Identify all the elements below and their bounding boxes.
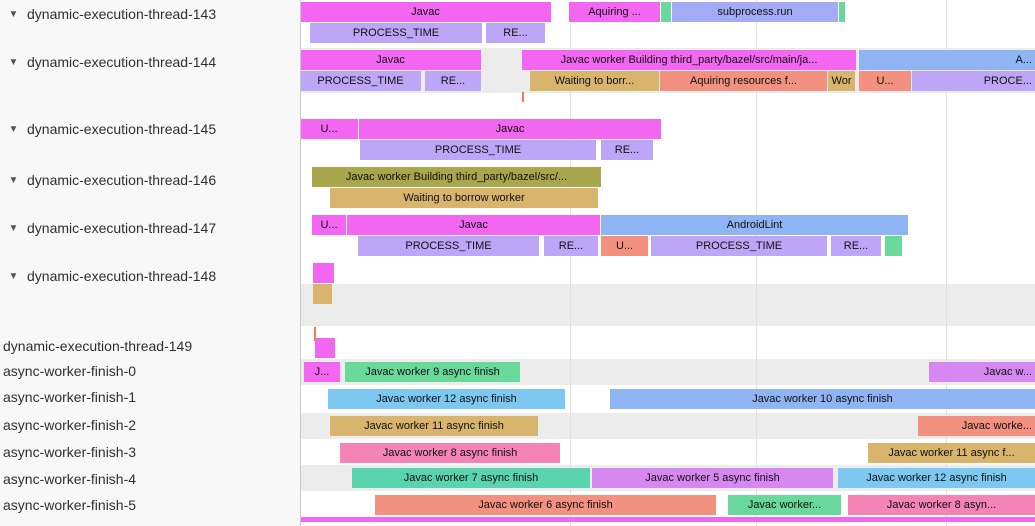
trace-slice[interactable]: Javac [300, 2, 551, 22]
trace-slice[interactable]: Javac worker 9 async finish [345, 362, 520, 382]
trace-slice[interactable]: AndroidLint [601, 215, 908, 235]
collapse-triangle-icon[interactable]: ▼ [8, 174, 19, 186]
track-name-row[interactable]: dynamic-execution-thread-149 [0, 334, 300, 358]
track-name-label: dynamic-execution-thread-146 [27, 172, 217, 188]
track-name-label: async-worker-finish-0 [3, 363, 137, 379]
track-name-row[interactable]: ▼ dynamic-execution-thread-145 [0, 117, 300, 141]
track-name-label: dynamic-execution-thread-145 [27, 121, 217, 137]
track-name-label: dynamic-execution-thread-143 [27, 6, 217, 22]
trace-slice[interactable]: Waiting to borr... [530, 71, 659, 91]
trace-slice[interactable]: U... [312, 215, 346, 235]
trace-slice[interactable]: Javac [359, 119, 661, 139]
trace-slice[interactable]: Javac worker 8 async finish [340, 443, 560, 463]
trace-slice[interactable]: J... [304, 362, 340, 382]
track-name-row[interactable]: ▼ dynamic-execution-thread-144 [0, 50, 300, 74]
trace-slice[interactable]: RE... [544, 236, 598, 256]
trace-slice[interactable]: U... [300, 119, 358, 139]
trace-slice[interactable] [313, 284, 332, 304]
trace-slice[interactable]: Javac worker... [728, 495, 841, 515]
track-name-label: async-worker-finish-4 [3, 471, 137, 487]
trace-slice[interactable] [839, 2, 845, 22]
collapse-triangle-icon[interactable]: ▼ [8, 222, 19, 234]
track-name-row[interactable]: ▼ dynamic-execution-thread-143 [0, 2, 300, 26]
trace-slice[interactable]: Javac w... [929, 362, 1035, 382]
trace-slice[interactable] [885, 236, 902, 256]
collapse-triangle-icon[interactable]: ▼ [8, 56, 19, 68]
trace-slice[interactable]: Javac worker 7 async finish [352, 468, 590, 488]
trace-slice[interactable]: PROCESS_TIME [651, 236, 827, 256]
track-name-label: async-worker-finish-5 [3, 497, 137, 513]
trace-slice[interactable]: U... [601, 236, 648, 256]
instant-event-marker [314, 327, 316, 341]
trace-slice[interactable]: Javac worke... [918, 416, 1035, 436]
trace-slice[interactable]: PROCESS_TIME [360, 140, 596, 160]
track-name-row[interactable]: async-worker-finish-1 [0, 385, 300, 409]
trace-slice[interactable]: Javac worker 12 async finish [328, 389, 565, 409]
trace-slice[interactable]: PROCE... [912, 71, 1035, 91]
time-gridline [570, 0, 571, 526]
track-name-label: dynamic-execution-thread-149 [3, 338, 193, 354]
time-gridline [756, 0, 757, 526]
trace-slice[interactable]: Waiting to borrow worker [330, 188, 598, 208]
trace-slice[interactable] [315, 338, 335, 358]
trace-slice[interactable]: RE... [831, 236, 881, 256]
trace-slice[interactable]: RE... [486, 23, 545, 43]
track-name-row[interactable]: ▼ dynamic-execution-thread-146 [0, 168, 300, 192]
track-name-label: async-worker-finish-2 [3, 417, 137, 433]
collapse-triangle-icon[interactable]: ▼ [8, 270, 19, 282]
trace-slice[interactable]: Aquiring resources f... [660, 71, 827, 91]
trace-slice[interactable]: U... [859, 71, 911, 91]
trace-slice[interactable] [300, 517, 1035, 522]
time-gridline [946, 0, 947, 526]
track-name-label: dynamic-execution-thread-144 [27, 54, 217, 70]
track-name-row[interactable]: async-worker-finish-5 [0, 493, 300, 517]
trace-slice[interactable]: Javac [347, 215, 600, 235]
track-name-label: dynamic-execution-thread-147 [27, 220, 217, 236]
track-name-label: async-worker-finish-1 [3, 389, 137, 405]
trace-slice[interactable]: subprocess.run [672, 2, 838, 22]
row-background-stripe [300, 284, 1035, 326]
track-name-row[interactable]: async-worker-finish-0 [0, 359, 300, 383]
trace-slice[interactable] [313, 263, 334, 283]
track-name-row[interactable]: async-worker-finish-3 [0, 440, 300, 464]
trace-slice[interactable]: A... [859, 50, 1035, 70]
trace-slice[interactable]: Javac worker 6 async finish [375, 495, 716, 515]
trace-slice[interactable]: Javac worker 12 async finish [838, 468, 1035, 488]
trace-slice[interactable]: PROCESS_TIME [300, 71, 421, 91]
trace-slice[interactable]: Javac worker Building third_party/bazel/… [522, 50, 856, 70]
collapse-triangle-icon[interactable]: ▼ [8, 123, 19, 135]
collapse-triangle-icon[interactable]: ▼ [8, 8, 19, 20]
track-name-label: async-worker-finish-3 [3, 444, 137, 460]
trace-slice[interactable]: Javac worker 10 async finish [610, 389, 1035, 409]
track-name-row[interactable]: async-worker-finish-4 [0, 467, 300, 491]
trace-slice[interactable]: Javac worker Building third_party/bazel/… [312, 167, 601, 187]
track-name-panel: ▼ dynamic-execution-thread-143 ▼ dynamic-ex… [0, 0, 301, 526]
trace-slice[interactable]: Javac worker 8 asyn... [848, 495, 1035, 515]
trace-slice[interactable]: Aquiring ... [569, 2, 660, 22]
trace-slice[interactable]: Javac [300, 50, 481, 70]
trace-slice[interactable]: Javac worker 5 async finish [592, 468, 833, 488]
trace-slice[interactable]: Javac worker 11 async finish [330, 416, 538, 436]
track-name-row[interactable]: async-worker-finish-2 [0, 413, 300, 437]
trace-slice[interactable] [661, 2, 671, 22]
trace-slice[interactable]: RE... [425, 71, 481, 91]
track-name-row[interactable]: ▼ dynamic-execution-thread-148 [0, 264, 300, 288]
track-name-label: dynamic-execution-thread-148 [27, 268, 217, 284]
instant-event-marker [522, 92, 524, 102]
trace-slice[interactable]: Wor [828, 71, 855, 91]
trace-slice[interactable]: PROCESS_TIME [310, 23, 482, 43]
track-name-row[interactable]: ▼ dynamic-execution-thread-147 [0, 216, 300, 240]
trace-slice[interactable]: PROCESS_TIME [358, 236, 539, 256]
trace-slice[interactable]: RE... [601, 140, 653, 160]
trace-slice[interactable]: Javac worker 11 async f... [868, 443, 1035, 463]
